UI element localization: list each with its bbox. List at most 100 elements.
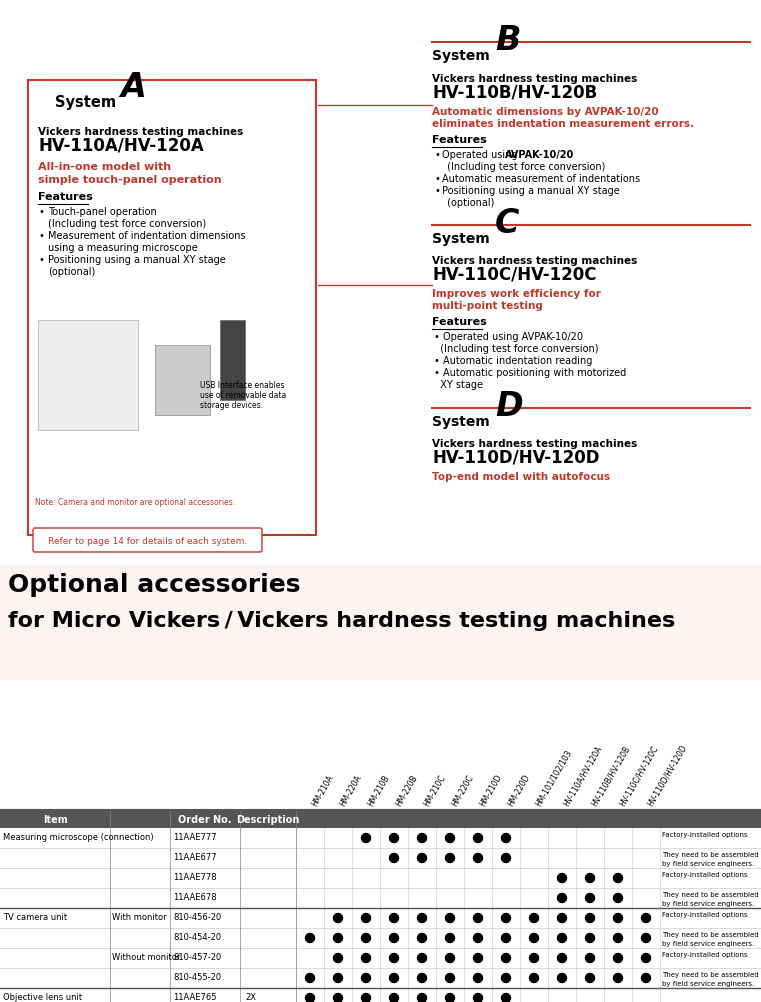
Circle shape xyxy=(613,934,622,943)
Text: USB Interface enables: USB Interface enables xyxy=(200,381,285,390)
Text: Positioning using a manual XY stage: Positioning using a manual XY stage xyxy=(48,255,226,265)
Text: C: C xyxy=(495,207,520,240)
Circle shape xyxy=(333,934,342,943)
Circle shape xyxy=(585,974,594,983)
Text: HV-110C/HV-120C: HV-110C/HV-120C xyxy=(618,744,660,808)
Circle shape xyxy=(585,934,594,943)
Text: Vickers hardness testing machines: Vickers hardness testing machines xyxy=(432,74,637,84)
Text: 810-457-20: 810-457-20 xyxy=(173,954,221,963)
Text: HM-220D: HM-220D xyxy=(506,773,531,808)
Circle shape xyxy=(613,914,622,923)
Text: They need to be assembled and adjusted: They need to be assembled and adjusted xyxy=(662,892,761,898)
Text: HM-210A: HM-210A xyxy=(310,774,335,808)
Text: 11AAE677: 11AAE677 xyxy=(173,854,217,863)
Circle shape xyxy=(445,994,454,1002)
Text: All-in-one model with: All-in-one model with xyxy=(38,162,171,172)
Text: Vickers hardness testing machines: Vickers hardness testing machines xyxy=(432,439,637,449)
Circle shape xyxy=(530,914,539,923)
Text: eliminates indentation measurement errors.: eliminates indentation measurement error… xyxy=(432,119,694,129)
Text: Factory-installed options: Factory-installed options xyxy=(662,832,747,838)
Text: Factory-installed options: Factory-installed options xyxy=(662,952,747,958)
Circle shape xyxy=(361,934,371,943)
Circle shape xyxy=(585,874,594,883)
Bar xyxy=(0,908,761,928)
Text: storage devices.: storage devices. xyxy=(200,401,263,410)
Text: Refer to page 14 for details of each system.: Refer to page 14 for details of each sys… xyxy=(48,536,247,545)
Circle shape xyxy=(501,954,511,963)
Text: by field service engineers.: by field service engineers. xyxy=(662,941,754,947)
Bar xyxy=(0,868,761,888)
Text: HM-210B: HM-210B xyxy=(366,774,391,808)
Text: 810-454-20: 810-454-20 xyxy=(173,934,221,943)
Text: Touch-panel operation: Touch-panel operation xyxy=(48,207,157,217)
Text: Automatic measurement of indentations: Automatic measurement of indentations xyxy=(442,174,640,184)
Text: 11AAE678: 11AAE678 xyxy=(173,894,217,903)
Text: (optional): (optional) xyxy=(444,198,495,208)
Text: AVPAK-10/20: AVPAK-10/20 xyxy=(505,150,575,160)
Circle shape xyxy=(445,834,454,843)
Circle shape xyxy=(642,954,651,963)
Text: Top-end model with autofocus: Top-end model with autofocus xyxy=(432,472,610,482)
Text: by field service engineers.: by field service engineers. xyxy=(662,861,754,867)
Circle shape xyxy=(445,974,454,983)
Circle shape xyxy=(445,914,454,923)
Circle shape xyxy=(558,914,566,923)
Text: System: System xyxy=(432,49,490,63)
Circle shape xyxy=(558,894,566,903)
Text: HV-110D/HV-120D: HV-110D/HV-120D xyxy=(432,448,600,466)
Text: Objective lens unit: Objective lens unit xyxy=(3,994,82,1002)
Circle shape xyxy=(473,834,482,843)
Text: HM-220C: HM-220C xyxy=(450,774,475,808)
Bar xyxy=(0,928,761,948)
Circle shape xyxy=(642,974,651,983)
Text: •: • xyxy=(434,174,440,184)
Text: With monitor: With monitor xyxy=(112,914,167,923)
Circle shape xyxy=(333,954,342,963)
Circle shape xyxy=(418,854,426,863)
Text: Description: Description xyxy=(237,815,300,825)
Circle shape xyxy=(585,914,594,923)
Text: using a measuring microscope: using a measuring microscope xyxy=(48,243,198,253)
Text: 11AAE777: 11AAE777 xyxy=(173,834,217,843)
Text: • Operated using AVPAK-10/20: • Operated using AVPAK-10/20 xyxy=(434,332,583,342)
Circle shape xyxy=(445,934,454,943)
Circle shape xyxy=(558,934,566,943)
Circle shape xyxy=(501,974,511,983)
Text: (Including test force conversion): (Including test force conversion) xyxy=(48,219,206,229)
Circle shape xyxy=(390,974,399,983)
Text: 810-456-20: 810-456-20 xyxy=(173,914,221,923)
Circle shape xyxy=(361,914,371,923)
Circle shape xyxy=(305,974,314,983)
Circle shape xyxy=(390,954,399,963)
Circle shape xyxy=(418,834,426,843)
Circle shape xyxy=(501,914,511,923)
Circle shape xyxy=(473,854,482,863)
Text: System: System xyxy=(432,232,490,246)
Circle shape xyxy=(333,914,342,923)
Text: Measuring microscope (connection): Measuring microscope (connection) xyxy=(3,834,154,843)
Circle shape xyxy=(390,854,399,863)
Text: use of removable data: use of removable data xyxy=(200,391,286,400)
Text: System: System xyxy=(55,95,116,110)
Text: • Automatic positioning with motorized: • Automatic positioning with motorized xyxy=(434,368,626,378)
Circle shape xyxy=(585,954,594,963)
Bar xyxy=(38,320,138,430)
Circle shape xyxy=(473,934,482,943)
Circle shape xyxy=(501,934,511,943)
Circle shape xyxy=(418,994,426,1002)
Text: 11AAE778: 11AAE778 xyxy=(173,874,217,883)
Circle shape xyxy=(501,834,511,843)
Text: •: • xyxy=(434,186,440,196)
Circle shape xyxy=(418,974,426,983)
Text: Features: Features xyxy=(432,135,487,145)
Circle shape xyxy=(361,974,371,983)
Text: simple touch-panel operation: simple touch-panel operation xyxy=(38,175,221,185)
Text: HM-210C: HM-210C xyxy=(422,774,447,808)
Circle shape xyxy=(585,894,594,903)
Circle shape xyxy=(390,914,399,923)
Circle shape xyxy=(642,934,651,943)
Circle shape xyxy=(305,994,314,1002)
Circle shape xyxy=(418,914,426,923)
Circle shape xyxy=(361,834,371,843)
Text: (Including test force conversion): (Including test force conversion) xyxy=(434,344,598,354)
